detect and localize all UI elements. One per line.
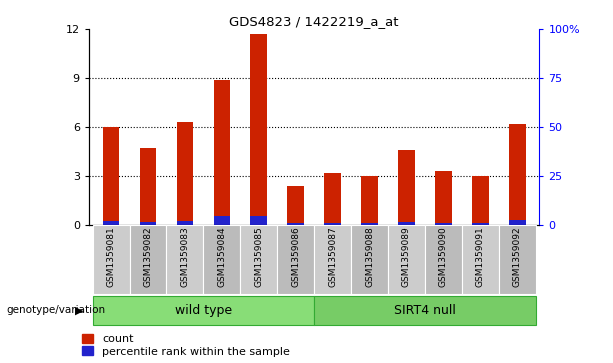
Bar (177, 122, 193, 225)
Bar (103, 221, 120, 225)
Bar (93, 295, 314, 325)
Bar (103, 127, 120, 225)
Bar (129, 225, 167, 294)
Title: GDS4823 / 1422219_a_at: GDS4823 / 1422219_a_at (229, 15, 399, 28)
Bar (204, 225, 240, 294)
Text: GSM1359089: GSM1359089 (402, 227, 411, 287)
Text: SIRT4 null: SIRT4 null (394, 304, 456, 317)
Text: GSM1359092: GSM1359092 (513, 227, 522, 287)
Text: GSM1359088: GSM1359088 (365, 227, 374, 287)
Legend: count, percentile rank within the sample: count, percentile rank within the sample (82, 334, 290, 356)
Bar (472, 223, 489, 225)
Text: GSM1359081: GSM1359081 (107, 227, 115, 287)
Bar (351, 225, 388, 294)
Bar (213, 216, 230, 225)
Bar (398, 222, 415, 225)
Bar (361, 176, 378, 225)
Bar (361, 223, 378, 225)
Bar (398, 150, 415, 225)
Bar (251, 216, 267, 225)
Text: GSM1359082: GSM1359082 (143, 227, 153, 287)
Text: GSM1359091: GSM1359091 (476, 227, 485, 287)
Bar (251, 34, 267, 225)
Bar (509, 220, 525, 225)
Bar (287, 223, 304, 225)
Bar (462, 225, 499, 294)
Bar (93, 225, 129, 294)
Text: wild type: wild type (175, 304, 232, 317)
Text: GSM1359086: GSM1359086 (291, 227, 300, 287)
Text: GSM1359083: GSM1359083 (180, 227, 189, 287)
Text: GSM1359084: GSM1359084 (218, 227, 226, 287)
Bar (499, 225, 536, 294)
Text: GSM1359085: GSM1359085 (254, 227, 263, 287)
Text: ▶: ▶ (75, 305, 84, 315)
Bar (435, 223, 452, 225)
Bar (277, 225, 314, 294)
Bar (213, 79, 230, 225)
Bar (425, 225, 462, 294)
Bar (472, 176, 489, 225)
Bar (388, 225, 425, 294)
Bar (140, 222, 156, 225)
Bar (509, 124, 525, 225)
Bar (240, 225, 277, 294)
Bar (167, 225, 204, 294)
Bar (324, 223, 341, 225)
Text: GSM1359087: GSM1359087 (328, 227, 337, 287)
Bar (324, 173, 341, 225)
Bar (435, 171, 452, 225)
Bar (287, 186, 304, 225)
Bar (140, 148, 156, 225)
Text: GSM1359090: GSM1359090 (439, 227, 448, 287)
Bar (314, 225, 351, 294)
Bar (177, 221, 193, 225)
Text: genotype/variation: genotype/variation (6, 305, 105, 315)
Bar (314, 295, 536, 325)
